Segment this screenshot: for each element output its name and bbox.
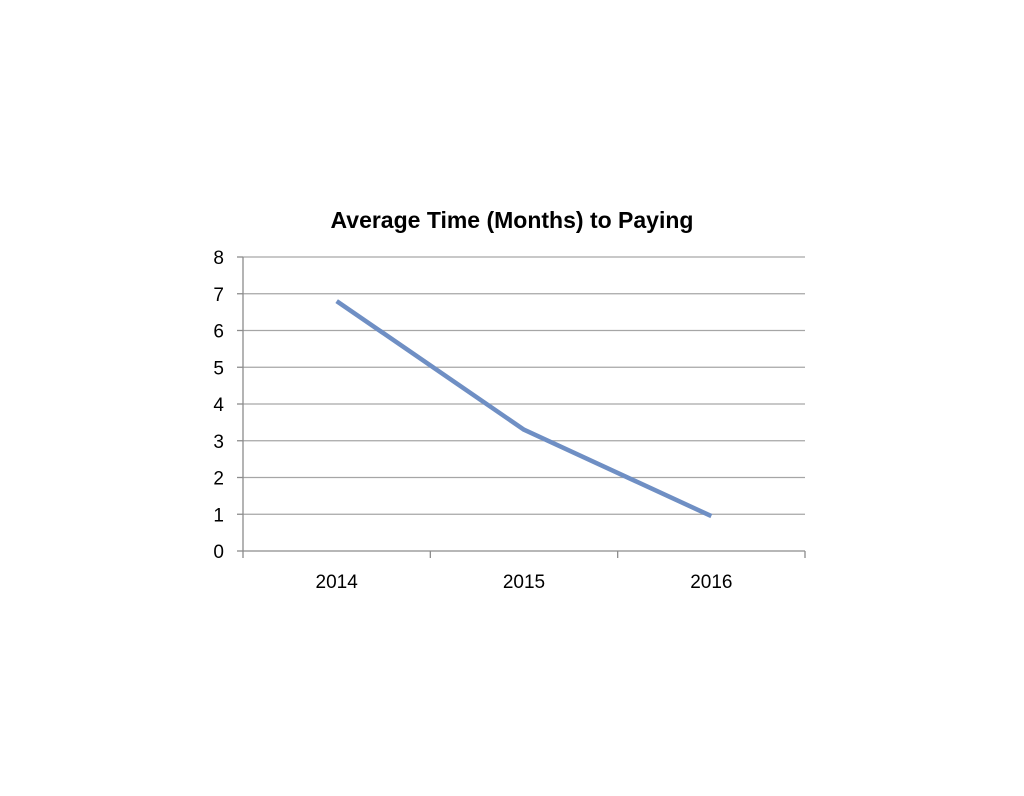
y-tick-label: 6 xyxy=(213,322,224,343)
y-tick-label: 3 xyxy=(213,432,224,453)
y-tick-label: 4 xyxy=(213,395,224,416)
y-tick-label: 0 xyxy=(213,542,224,563)
series-line-0 xyxy=(337,301,712,516)
y-tick-label: 5 xyxy=(213,358,224,379)
axes xyxy=(237,257,805,558)
y-tick-label: 8 xyxy=(213,248,224,269)
x-tick-labels: 2014 2015 2016 xyxy=(316,572,733,593)
x-tick-label: 2016 xyxy=(690,572,732,593)
y-tick-labels: 0 1 2 3 4 5 6 7 8 xyxy=(213,248,224,563)
x-tick-label: 2015 xyxy=(503,572,545,593)
y-tick-label: 2 xyxy=(213,469,224,490)
y-tick-label: 7 xyxy=(213,285,224,306)
x-tick-label: 2014 xyxy=(316,572,359,593)
series-layer xyxy=(337,301,712,516)
chart-title: Average Time (Months) to Paying xyxy=(331,207,694,233)
gridlines xyxy=(243,257,805,514)
y-tick-label: 1 xyxy=(213,505,224,526)
